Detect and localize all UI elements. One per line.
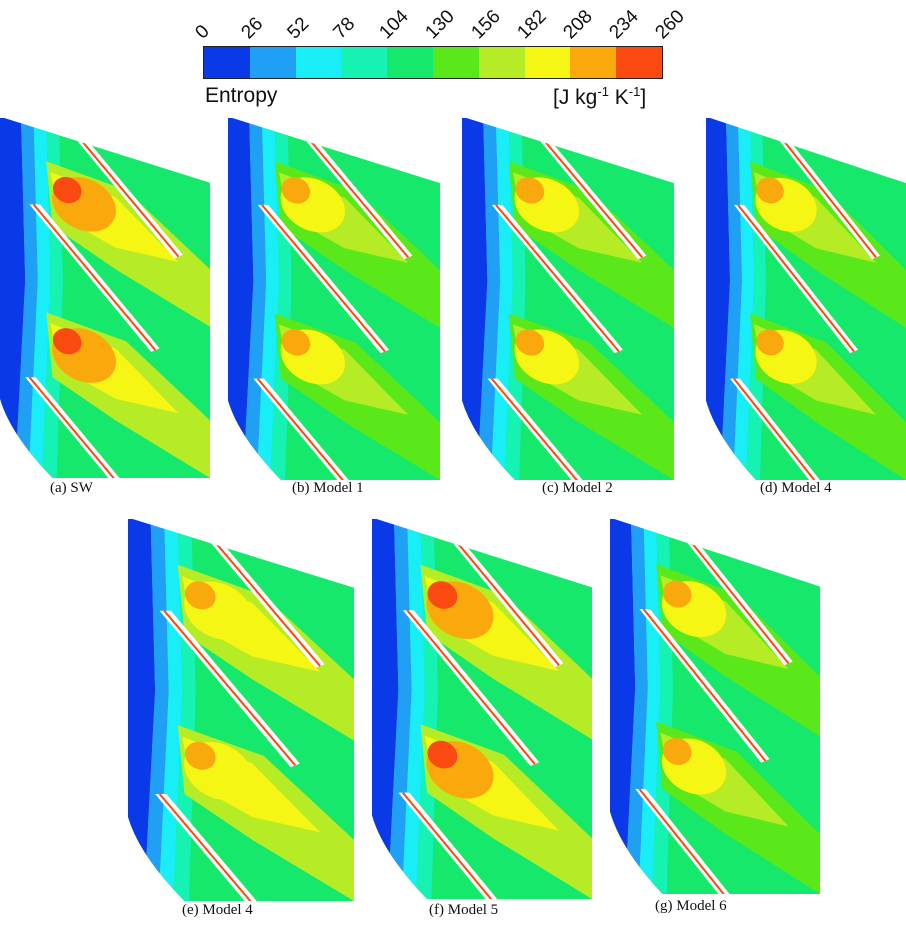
panel-caption: (e) Model 4: [182, 902, 253, 918]
colorbar-title: Entropy: [205, 84, 278, 107]
colorbar-tick-label: 260: [651, 6, 689, 44]
entropy-contour-field: [706, 118, 906, 480]
colorbar-units: [J kg-1 K-1]: [553, 84, 647, 109]
contour-panel-d: [706, 118, 906, 480]
colorbar-segment: [204, 47, 250, 78]
entropy-contour-field: [462, 118, 674, 480]
colorbar-tick-label: 52: [283, 13, 314, 44]
entropy-contour-field: [0, 118, 210, 478]
colorbar-tick-label: 234: [605, 6, 643, 44]
panel-caption: (f) Model 5: [429, 902, 499, 918]
entropy-contour-field: [372, 519, 592, 899]
colorbar-tick-label: 104: [375, 6, 413, 44]
colorbar-tick-label: 0: [191, 20, 214, 44]
colorbar-tick-label: 78: [329, 13, 360, 44]
entropy-contour-field: [228, 118, 440, 480]
contour-panel-f: [372, 519, 592, 899]
contour-panel-g: [610, 519, 820, 894]
colorbar-segment: [524, 47, 571, 78]
colorbar-segment: [478, 47, 525, 78]
panel-caption: (a) SW: [50, 480, 93, 496]
colorbar-tick-labels: 0 26 52 78 104 130 156 182 208 234 260: [191, 0, 688, 46]
entropy-contour-field: [128, 519, 354, 901]
colorbar-segment: [570, 47, 617, 78]
contour-panel-e: [128, 519, 354, 901]
colorbar-segment: [341, 47, 388, 78]
contour-panel-c: [462, 118, 674, 480]
entropy-contour-field: [610, 519, 820, 894]
contour-panel-a: [0, 118, 210, 478]
panel-caption: (c) Model 2: [542, 480, 613, 496]
colorbar-tick-label: 208: [559, 6, 597, 44]
colorbar-segment: [249, 47, 296, 78]
colorbar-segment: [432, 47, 479, 78]
panel-caption: (d) Model 4: [760, 480, 832, 496]
colorbar-tick-label: 156: [467, 6, 505, 44]
panel-caption: (g) Model 6: [655, 898, 727, 914]
colorbar-segment: [295, 47, 342, 78]
contour-panel-b: [228, 118, 440, 480]
colorbar-segment: [387, 47, 433, 78]
panel-caption: (b) Model 1: [292, 480, 364, 496]
colorbar-tick-label: 130: [421, 6, 459, 44]
colorbar-segment: [616, 47, 662, 78]
colorbar-tick-label: 182: [513, 6, 551, 44]
colorbar-tick-label: 26: [237, 13, 268, 44]
entropy-colorbar: [203, 46, 663, 79]
